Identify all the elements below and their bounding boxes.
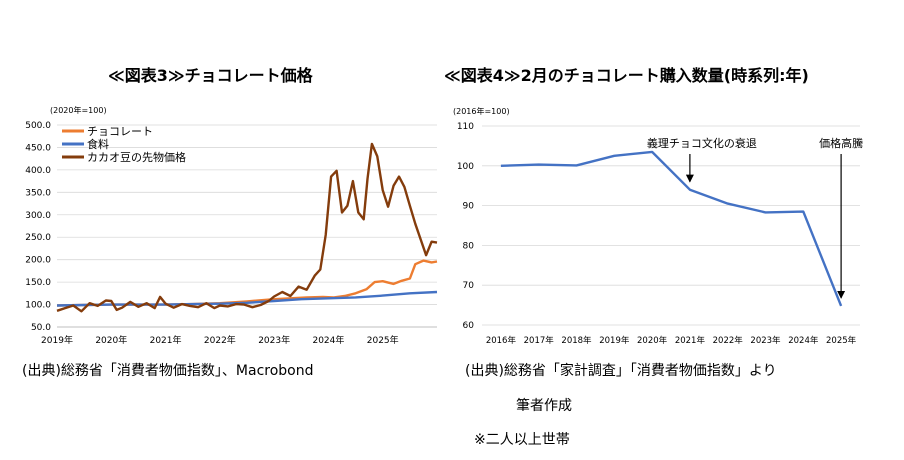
- chart4-y-tick-label: 70: [463, 281, 475, 291]
- chart3-x-tick-label: 2021年: [150, 334, 182, 346]
- chart3-legend-label: チョコレート: [87, 125, 153, 138]
- chart4-unit-label: (2016年=100): [453, 106, 510, 116]
- chart4-x-tick-label: 2024年: [788, 335, 819, 346]
- chart4-x-tick-label: 2016年: [486, 335, 517, 346]
- chart3-y-tick-label: 450.0: [25, 143, 51, 153]
- chart4-y-tick-label: 60: [463, 321, 475, 331]
- chart3-y-tick-label: 400.0: [25, 166, 51, 176]
- chart3-x-tick-label: 2019年: [41, 334, 73, 346]
- chart4-y-tick-label: 90: [463, 202, 475, 212]
- figure4-title: ≪図表4≫2月のチョコレート購入数量(時系列:年): [444, 66, 809, 85]
- chart4-x-tick-label: 2017年: [524, 335, 555, 346]
- chart4-x-tick-label: 2021年: [675, 335, 706, 346]
- chart3-x-tick-label: 2022年: [204, 334, 236, 346]
- chart3-y-tick-label: 50.0: [31, 323, 51, 333]
- chart3-series-line: [56, 142, 438, 313]
- chart3-y-tick-label: 500.0: [25, 121, 51, 131]
- chart4-annotation-label: 価格高騰: [819, 136, 863, 150]
- chart3-x-tick-label: 2025年: [367, 334, 399, 346]
- chart4-x-tick-label: 2023年: [750, 335, 781, 346]
- chart4-annotation-label: 義理チョコ文化の衰退: [647, 136, 757, 150]
- chart4-y-tick-label: 80: [463, 241, 475, 251]
- chart3-y-tick-label: 350.0: [25, 188, 51, 198]
- figure4-note: ※二人以上世帯: [474, 432, 570, 448]
- figure4-source-author: 筆者作成: [516, 398, 572, 414]
- chart3-x-tick-label: 2024年: [312, 334, 344, 346]
- chart3-unit-label: (2020年=100): [50, 105, 107, 115]
- chart4-x-tick-label: 2022年: [713, 335, 744, 346]
- chart3-series-line: [56, 290, 438, 307]
- figure3-title: ≪図表3≫チョコレート価格: [108, 66, 313, 85]
- chart3-legend-label: 食料: [87, 137, 109, 151]
- chart4-series-line: [500, 150, 843, 307]
- chart4-y-tick-label: 100: [457, 162, 474, 172]
- chart4-y-tick-label: 110: [457, 122, 474, 132]
- chart4-x-tick-label: 2020年: [637, 335, 668, 346]
- figure3-source: (出典)総務省「消費者物価指数」、Macrobond: [22, 363, 314, 379]
- chart3-x-tick-label: 2020年: [95, 334, 127, 346]
- chart3-y-tick-label: 300.0: [25, 211, 51, 221]
- chart4-x-tick-label: 2025年: [826, 335, 857, 346]
- chart3-legend-label: カカオ豆の先物価格: [87, 150, 186, 164]
- figure4-source: (出典)総務省「家計調査」「消費者物価指数」より: [465, 363, 777, 379]
- chart4-x-tick-label: 2018年: [561, 335, 592, 346]
- chart3-x-tick-label: 2023年: [258, 334, 290, 346]
- chart4-x-tick-label: 2019年: [599, 335, 630, 346]
- chart3-series-line: [56, 259, 438, 307]
- chart3-y-tick-label: 100.0: [25, 301, 51, 311]
- chart3-y-tick-label: 250.0: [25, 233, 51, 243]
- chart3-y-tick-label: 200.0: [25, 256, 51, 266]
- chart3-y-tick-label: 150.0: [25, 278, 51, 288]
